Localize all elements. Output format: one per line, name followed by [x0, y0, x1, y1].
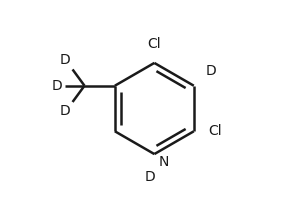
Text: N: N [158, 155, 169, 169]
Text: D: D [60, 53, 70, 67]
Text: Cl: Cl [148, 37, 161, 51]
Text: Cl: Cl [208, 124, 221, 138]
Text: D: D [52, 79, 63, 93]
Text: D: D [206, 64, 217, 78]
Text: D: D [145, 170, 155, 184]
Text: D: D [60, 104, 70, 118]
